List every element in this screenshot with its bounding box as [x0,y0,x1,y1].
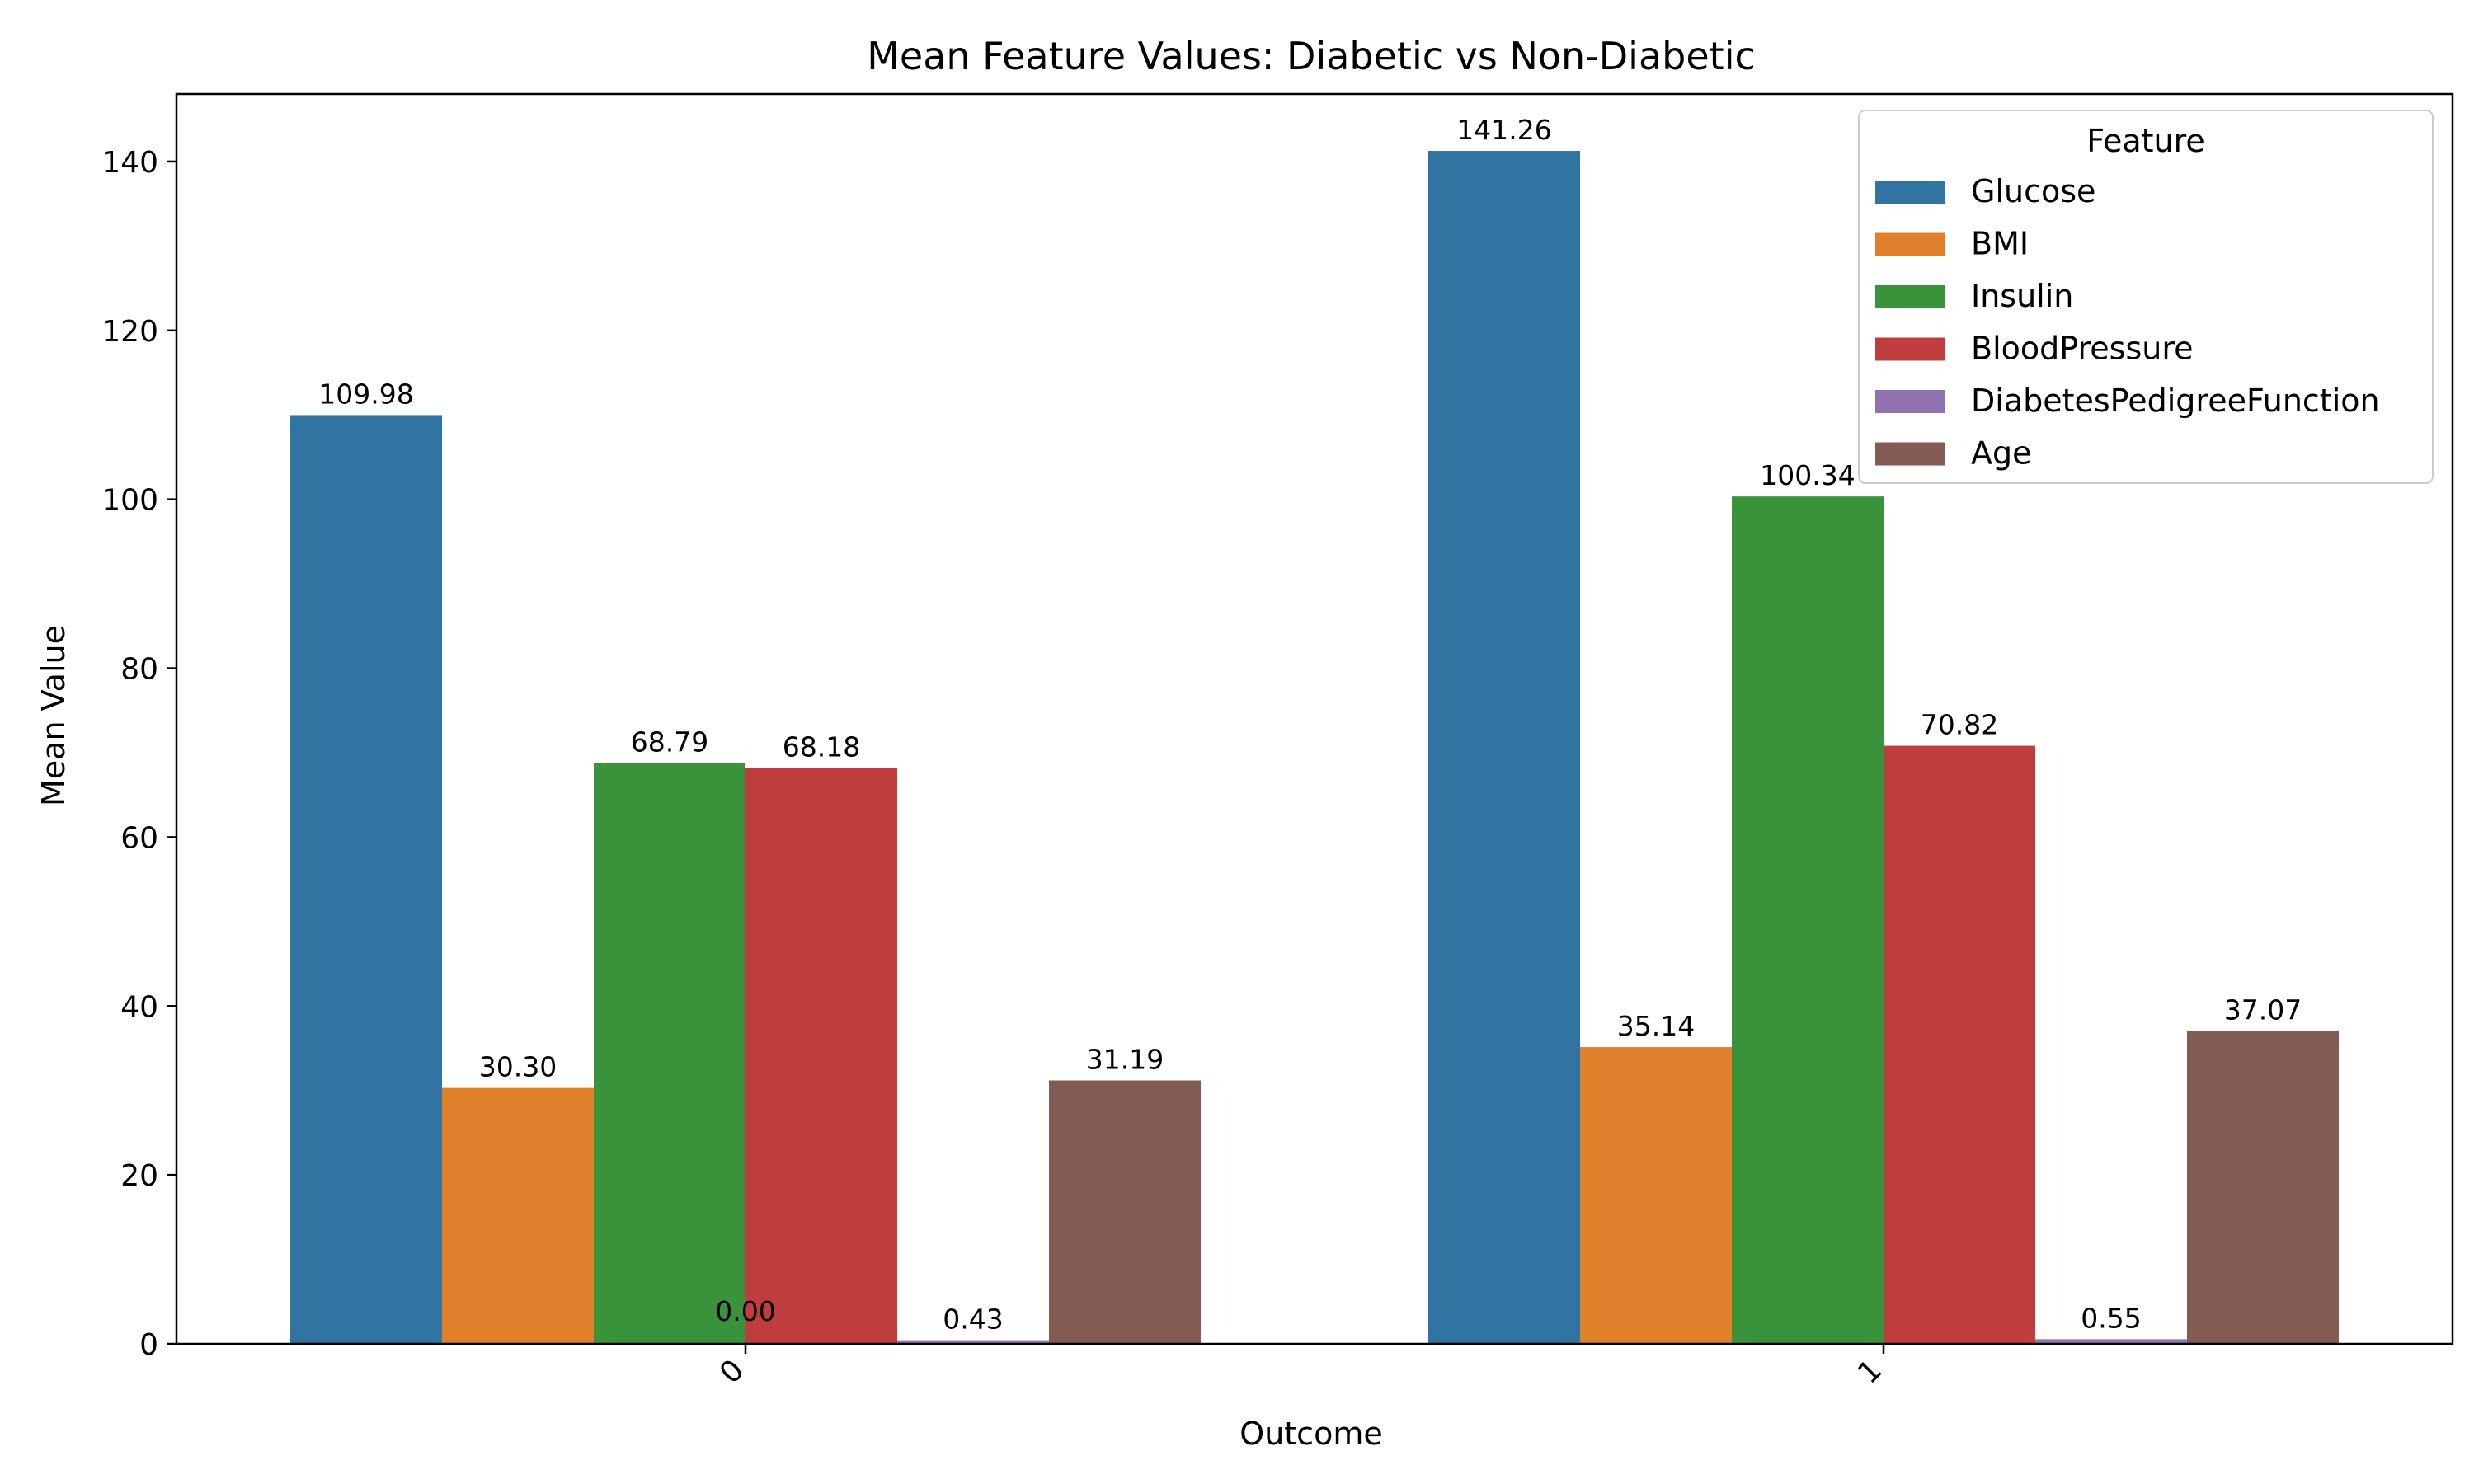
legend-label-insulin: Insulin [1971,278,2073,314]
data-label-bmi-0: 30.30 [479,1051,557,1083]
y-tick-label: 40 [120,990,158,1024]
data-label-bmi-1: 35.14 [1617,1010,1695,1042]
bar-diabetespedigreefunction-0 [897,1340,1049,1344]
data-label-insulin-0: 68.79 [631,726,708,758]
legend: Feature Glucose BMI Insulin BloodPressure Dia… [1858,110,2434,484]
bar-glucose-0 [290,415,442,1344]
bar-glucose-1 [1428,151,1580,1345]
data-label-glucose-1: 141.26 [1456,114,1551,146]
legend-label-glucose: Glucose [1971,173,2095,209]
data-label-extra-0: 0.00 [715,1295,775,1327]
bar-age-1 [2187,1031,2339,1344]
bar-bloodpressure-1 [1884,745,2035,1344]
y-tick-label: 80 [120,653,158,687]
data-label-age-0: 31.19 [1086,1044,1164,1076]
axes-frame [175,92,2454,1345]
legend-swatch-bloodpressure [1875,337,1945,361]
data-label-insulin-1: 100.34 [1760,459,1855,491]
data-label-glucose-0: 109.98 [318,378,413,410]
x-tick-label: 0 [713,1353,750,1390]
data-label-bloodpressure-0: 68.18 [783,731,860,763]
y-tick-label: 60 [120,821,158,855]
legend-title: Feature [2086,123,2205,159]
bar-age-0 [1049,1080,1201,1344]
y-tick-label: 140 [101,146,158,180]
x-tick-label: 1 [1851,1353,1888,1390]
legend-label-bloodpressure: BloodPressure [1971,331,2194,367]
legend-label-diabetespedigreefunction: DiabetesPedigreeFunction [1971,383,2380,419]
data-label-age-1: 37.07 [2224,993,2302,1026]
data-label-bloodpressure-1: 70.82 [1921,709,1998,741]
legend-label-age: Age [1971,435,2032,472]
legend-swatch-glucose [1875,181,1945,204]
bar-bloodpressure-0 [745,768,897,1344]
data-label-diabetespedigreefunction-0: 0.43 [943,1303,1003,1336]
bar-bmi-1 [1580,1047,1732,1344]
legend-label-bmi: BMI [1971,226,2029,262]
bar-insulin-1 [1732,496,1884,1344]
legend-swatch-insulin [1875,285,1945,308]
legend-box [1858,110,2434,484]
legend-swatch-diabetespedigreefunction [1875,390,1945,413]
legend-swatch-bmi [1875,232,1945,256]
plot-area: 109.98 141.26 30.30 35.14 68.79 100.34 68.18 70… [290,114,2339,1345]
bar-bmi-0 [442,1087,594,1344]
y-tick-label: 0 [139,1328,158,1362]
legend-swatch-age [1875,442,1945,466]
bar-insulin-0 [594,763,745,1344]
x-axis-label: Outcome [1239,1416,1382,1452]
y-tick-label: 100 [101,484,158,518]
bar-diabetespedigreefunction-1 [2035,1339,2187,1344]
chart-title: Mean Feature Values: Diabetic vs Non-Dia… [867,34,1756,78]
data-label-diabetespedigreefunction-1: 0.55 [2081,1302,2141,1334]
y-tick-label: 120 [101,315,158,349]
y-tick-label: 20 [120,1159,158,1193]
y-axis-label: Mean Value [35,625,72,806]
axes: 0 20 40 60 80 100 120 140 0 1 [101,92,2454,1391]
